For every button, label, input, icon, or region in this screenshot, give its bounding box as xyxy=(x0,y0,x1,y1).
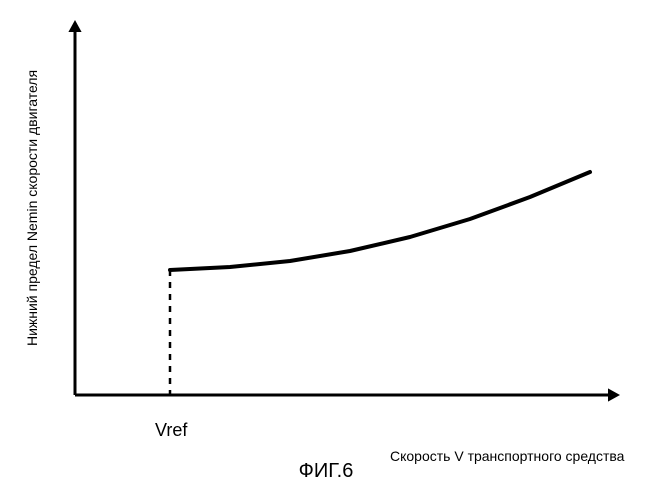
vref-tick-label: Vref xyxy=(155,420,187,441)
x-axis-label: Скорость V транспортного средства xyxy=(390,448,624,464)
figure-caption: ФИГ.6 xyxy=(266,460,386,483)
plot-svg xyxy=(0,0,652,500)
y-axis-label: Нижний предел Nemin скорости двигателя xyxy=(24,58,40,358)
figure-canvas: { "figure": { "width": 652, "height": 50… xyxy=(0,0,652,500)
